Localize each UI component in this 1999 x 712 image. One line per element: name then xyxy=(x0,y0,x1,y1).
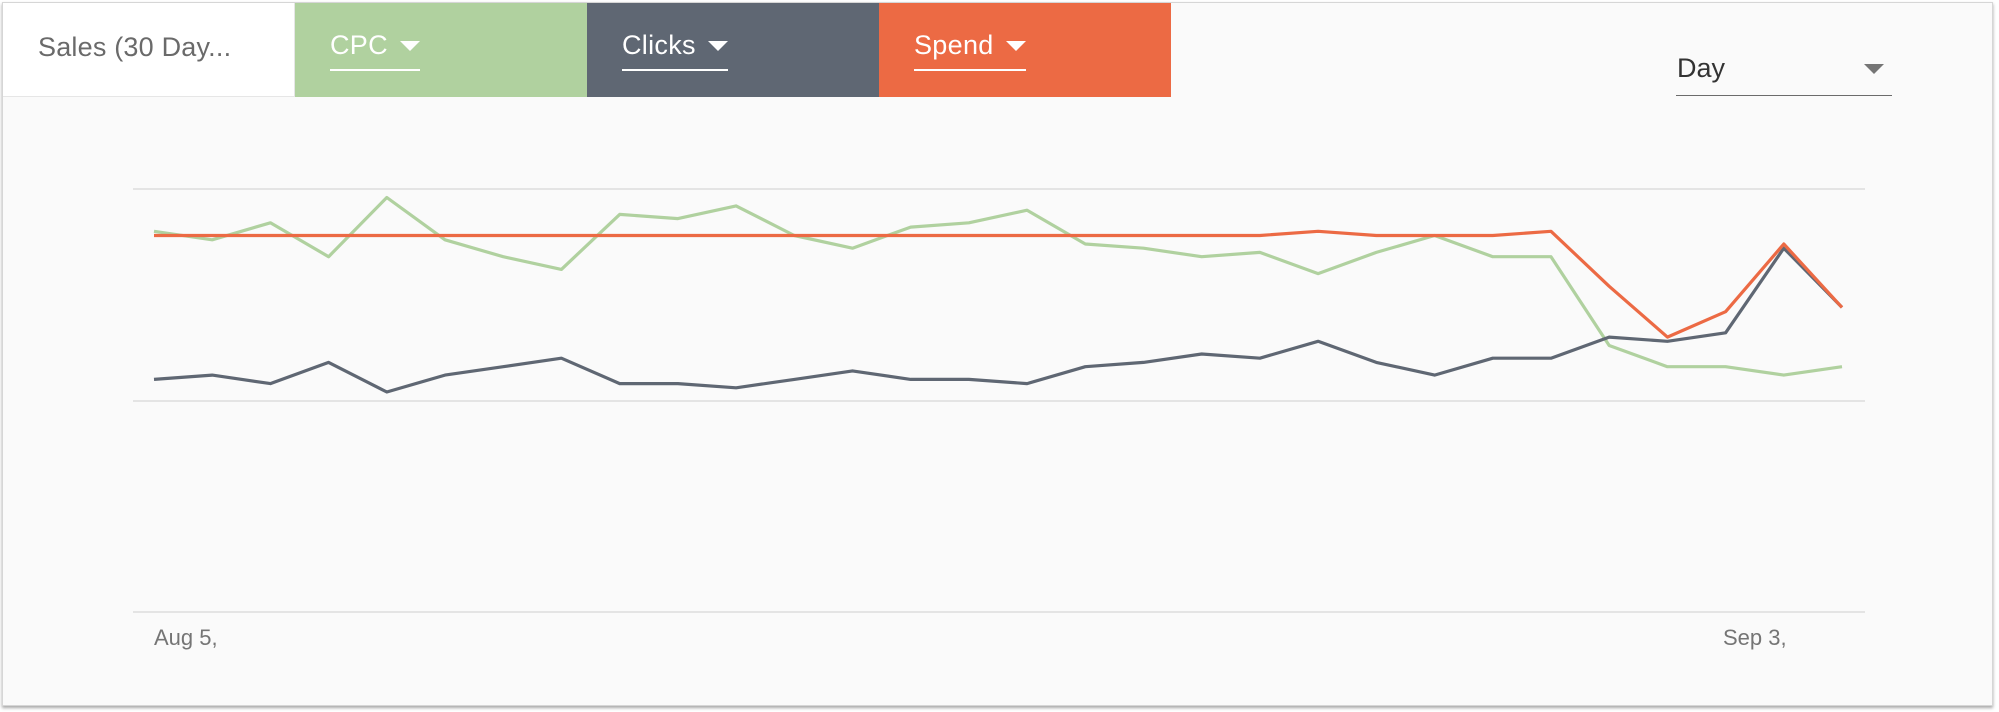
tab-spend[interactable]: Spend xyxy=(879,3,1171,97)
x-tick-label: Sep 3, xyxy=(1723,625,1787,650)
spend-dropdown[interactable]: Spend xyxy=(914,30,1026,71)
tab-clicks[interactable]: Clicks xyxy=(587,3,879,97)
series-line-spend xyxy=(154,229,1844,339)
clicks-label: Clicks xyxy=(622,30,696,60)
period-select[interactable]: Day xyxy=(1676,51,1892,96)
series-line-cpc xyxy=(153,195,1843,377)
tab-sales[interactable]: Sales (30 Day... xyxy=(3,3,295,97)
sales-tab-label: Sales (30 Day... xyxy=(38,32,232,62)
tab-cpc[interactable]: CPC xyxy=(295,3,587,97)
spend-label: Spend xyxy=(914,30,994,60)
chart-grid xyxy=(133,188,1865,613)
cpc-label: CPC xyxy=(330,30,388,60)
cpc-dropdown[interactable]: CPC xyxy=(330,30,420,71)
series-line-clicks xyxy=(153,246,1844,394)
chevron-down-icon xyxy=(707,40,728,51)
x-axis-ticks: Aug 5, Sep 3, xyxy=(154,625,1787,650)
metric-tab-bar: Sales (30 Day... CPC Clicks Spend Day xyxy=(3,3,1992,97)
chevron-down-icon xyxy=(1005,40,1026,51)
chevron-down-icon xyxy=(399,40,420,51)
period-label: Day xyxy=(1677,53,1726,83)
x-tick-label: Aug 5, xyxy=(154,625,218,650)
chevron-down-icon xyxy=(1864,64,1884,74)
line-chart: Aug 5, Sep 3, xyxy=(133,188,1865,650)
clicks-dropdown[interactable]: Clicks xyxy=(622,30,728,71)
chart-series xyxy=(153,195,1844,394)
